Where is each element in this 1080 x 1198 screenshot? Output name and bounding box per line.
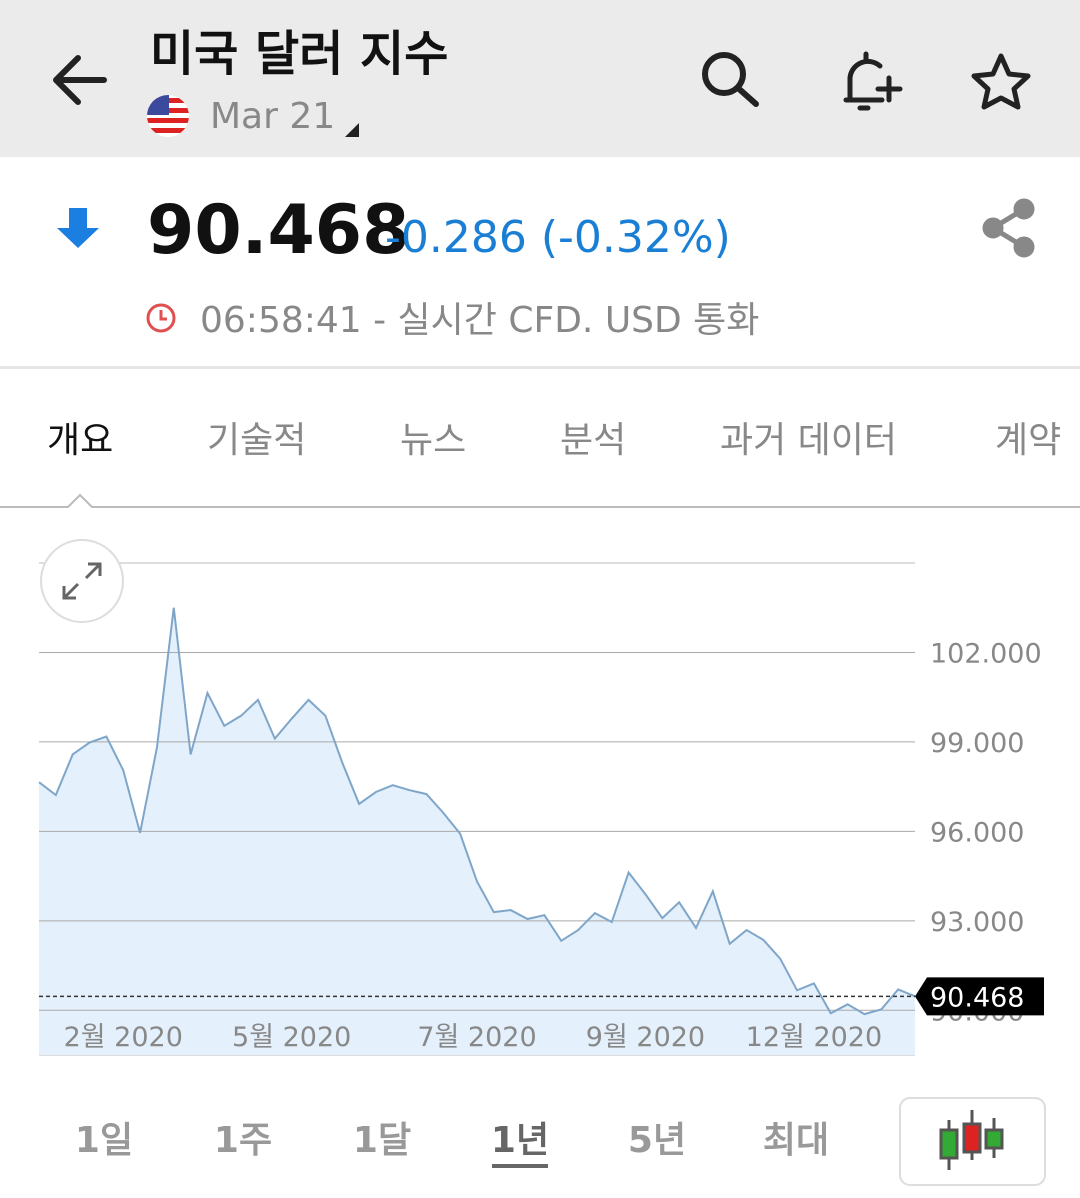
x-tick-label: 12월 2020 xyxy=(746,1022,883,1053)
y-tick-label: 102.000 xyxy=(930,638,1042,669)
divider xyxy=(0,366,1080,369)
range-option[interactable]: 5년 xyxy=(628,1120,686,1161)
title: 미국 달러 지수 xyxy=(150,26,448,82)
change: -0.286 (-0.32%) xyxy=(385,212,731,263)
price-line xyxy=(38,607,916,1016)
tab[interactable]: 계약 xyxy=(995,420,1061,461)
tab[interactable]: 뉴스 xyxy=(400,420,466,461)
x-tick-label: 5월 2020 xyxy=(232,1022,351,1053)
expand-icon xyxy=(62,562,102,600)
back-button[interactable] xyxy=(53,55,107,105)
flag xyxy=(147,95,189,137)
tab[interactable]: 기술적 xyxy=(207,420,306,461)
subtitle: Mar 21 xyxy=(210,96,335,137)
range-option[interactable]: 1달 xyxy=(353,1120,411,1161)
favorite-icon[interactable] xyxy=(971,53,1031,110)
range-option[interactable]: 1일 xyxy=(75,1120,133,1161)
quote-panel xyxy=(0,157,1080,367)
x-tick-label: 9월 2020 xyxy=(586,1022,705,1053)
x-tick-label: 7월 2020 xyxy=(417,1022,536,1053)
tab[interactable]: 과거 데이터 xyxy=(720,420,897,461)
y-tick-label: 96.000 xyxy=(930,817,1024,848)
down-arrow xyxy=(57,208,99,248)
dropdown-caret[interactable] xyxy=(345,123,359,137)
search-icon[interactable] xyxy=(702,52,759,107)
x-tick-label: 2월 2020 xyxy=(64,1022,183,1053)
candle-icon xyxy=(939,1110,1004,1170)
range-option[interactable]: 최대 xyxy=(763,1120,829,1161)
range-underline xyxy=(492,1164,548,1168)
alert-icon[interactable] xyxy=(843,51,903,111)
clock-icon xyxy=(146,303,176,333)
range-bar: 1일 1주 1달 1년 5년 최대 xyxy=(75,1120,829,1168)
tab[interactable]: 개요 xyxy=(47,420,113,461)
tab-bar: 개요 기술적 뉴스 분석 과거 데이터 계약 xyxy=(47,420,1061,461)
y-tick-label: 99.000 xyxy=(930,728,1024,759)
current-label: 90.468 xyxy=(930,982,1024,1013)
y-tick-label: 93.000 xyxy=(930,907,1024,938)
expand-button[interactable] xyxy=(40,539,124,623)
tab-underline xyxy=(0,493,1080,508)
current-badge xyxy=(915,977,1044,1016)
share-icon[interactable] xyxy=(982,198,1035,258)
time: 06:58:41 - 실시간 CFD. USD 통화 xyxy=(200,300,759,341)
range-option[interactable]: 1주 xyxy=(214,1120,272,1161)
range-option[interactable]: 1년 xyxy=(491,1120,549,1161)
price: 90.468 xyxy=(147,191,409,270)
area xyxy=(39,607,915,1055)
tab[interactable]: 분석 xyxy=(560,420,626,461)
